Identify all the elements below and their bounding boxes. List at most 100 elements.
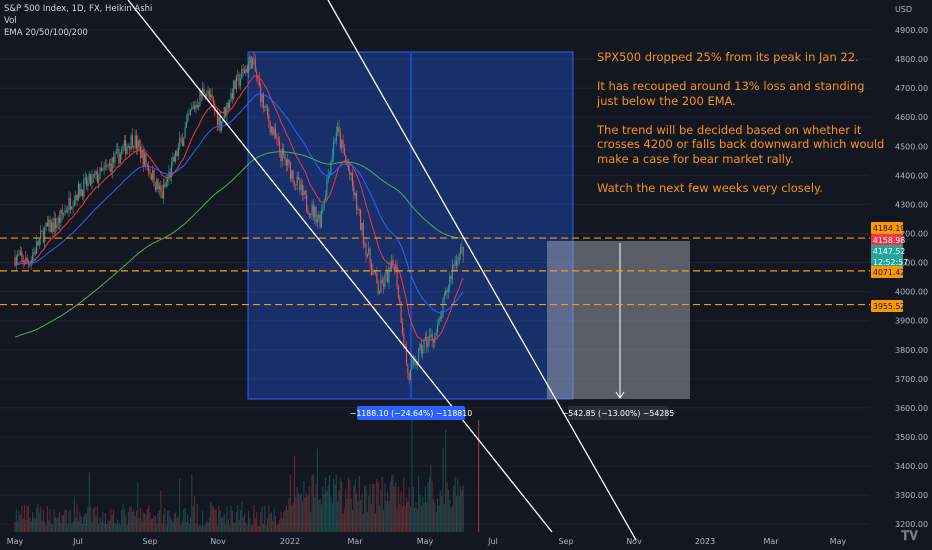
ema-label[interactable]: EMA 20/50/100/200 — [4, 28, 88, 38]
volume-bar — [188, 523, 190, 532]
volume-bar — [256, 511, 258, 532]
volume-bar — [14, 521, 16, 532]
recovery-label-bg — [568, 406, 668, 420]
candle-body — [441, 316, 443, 318]
candle-body — [108, 163, 111, 166]
trend-lines[interactable] — [127, 0, 637, 541]
volume-bar — [115, 524, 117, 532]
candle-body — [437, 325, 439, 333]
volume-bar — [94, 506, 96, 532]
volume-bar — [439, 490, 441, 532]
candle-body — [210, 94, 212, 98]
annotation-note[interactable]: SPX500 dropped 25% from its peak in Jan … — [597, 50, 887, 210]
candle-body — [383, 282, 385, 287]
volume-bars — [14, 415, 480, 532]
candle-body — [211, 94, 213, 101]
tradingview-logo-icon[interactable]: 𝐓𝐕 — [901, 529, 918, 544]
price-tick-label: 4900.00 — [895, 26, 928, 35]
candle-body — [357, 209, 359, 211]
volume-bar — [377, 482, 379, 532]
note-line-4: Watch the next few weeks very closely. — [597, 180, 823, 195]
candle-body — [258, 79, 260, 86]
badge-countdown: 12:52:57 — [873, 258, 908, 267]
symbol-title[interactable]: S&P 500 Index, 1D, FX, Heikin Ashi — [4, 4, 153, 14]
candle-body — [202, 88, 204, 96]
candle-body — [173, 156, 175, 162]
candle-body — [391, 260, 393, 270]
candle-body — [345, 155, 347, 161]
candle-body — [385, 272, 387, 275]
volume-bar — [420, 505, 422, 532]
candle-body — [187, 113, 189, 122]
horizontal-levels[interactable] — [0, 237, 870, 306]
volume-bar — [350, 498, 352, 532]
volume-bar — [396, 507, 398, 532]
volume-bar — [52, 525, 54, 532]
volume-bar — [150, 518, 152, 532]
volume-bar — [280, 511, 282, 532]
candle-body — [133, 146, 135, 148]
volume-bar — [134, 515, 136, 532]
candle-body — [288, 159, 290, 163]
volume-bar — [29, 517, 31, 532]
trendline-lower[interactable] — [127, 0, 553, 533]
candle-body — [79, 184, 81, 197]
price-tick-label: 4300.00 — [895, 200, 928, 209]
volume-bar — [262, 523, 264, 532]
candle-body — [200, 91, 202, 96]
volume-bar — [122, 504, 124, 532]
candles — [14, 51, 464, 385]
volume-bar — [345, 488, 347, 532]
candle-body — [457, 262, 459, 266]
volume-bar — [165, 525, 167, 532]
note-line-3: The trend will be decided based on wheth… — [597, 122, 885, 166]
candle-body — [110, 163, 112, 173]
candle-body — [148, 165, 150, 173]
candle-body — [158, 185, 160, 190]
volume-bar — [349, 480, 351, 532]
candle-body — [44, 227, 46, 243]
volume-bar — [80, 516, 82, 532]
volume-bar — [204, 523, 206, 532]
volume-bar — [450, 507, 452, 532]
volume-bar — [411, 415, 413, 532]
volume-bar — [234, 522, 236, 532]
volume-bar — [45, 525, 47, 532]
volume-bar — [295, 497, 297, 532]
time-tick-label: Jul — [487, 537, 498, 546]
volume-bar — [283, 511, 285, 532]
volume-bar — [73, 496, 75, 532]
time-tick-label: 2022 — [280, 537, 300, 546]
candle-body — [165, 181, 167, 187]
volume-bar — [27, 505, 30, 532]
candle-body — [48, 219, 50, 227]
trendline-upper[interactable] — [327, 0, 637, 541]
candle-body — [435, 332, 437, 335]
volume-bar — [99, 517, 101, 532]
candle-body — [411, 363, 413, 370]
candle-body — [49, 219, 51, 233]
candle-body — [17, 254, 19, 257]
candle-body — [341, 140, 343, 148]
candle-body — [339, 132, 341, 148]
volume-bar — [156, 523, 158, 532]
candle-body — [183, 138, 185, 146]
price-tick-label: 3600.00 — [895, 404, 928, 413]
candle-body — [233, 80, 235, 99]
volume-bar — [326, 491, 328, 532]
volume-bar — [246, 525, 248, 532]
candle-body — [372, 269, 374, 275]
volume-label[interactable]: Vol — [4, 16, 17, 26]
volume-bar — [21, 505, 23, 532]
volume-bar — [253, 505, 255, 532]
candle-body — [229, 102, 231, 109]
volume-bar — [106, 523, 108, 532]
candle-body — [323, 199, 325, 209]
volume-bar — [114, 522, 116, 532]
candle-body — [204, 93, 206, 97]
volume-bar — [40, 506, 42, 532]
candle-body — [135, 135, 138, 149]
volume-bar — [291, 505, 293, 532]
volume-bar — [339, 477, 341, 532]
